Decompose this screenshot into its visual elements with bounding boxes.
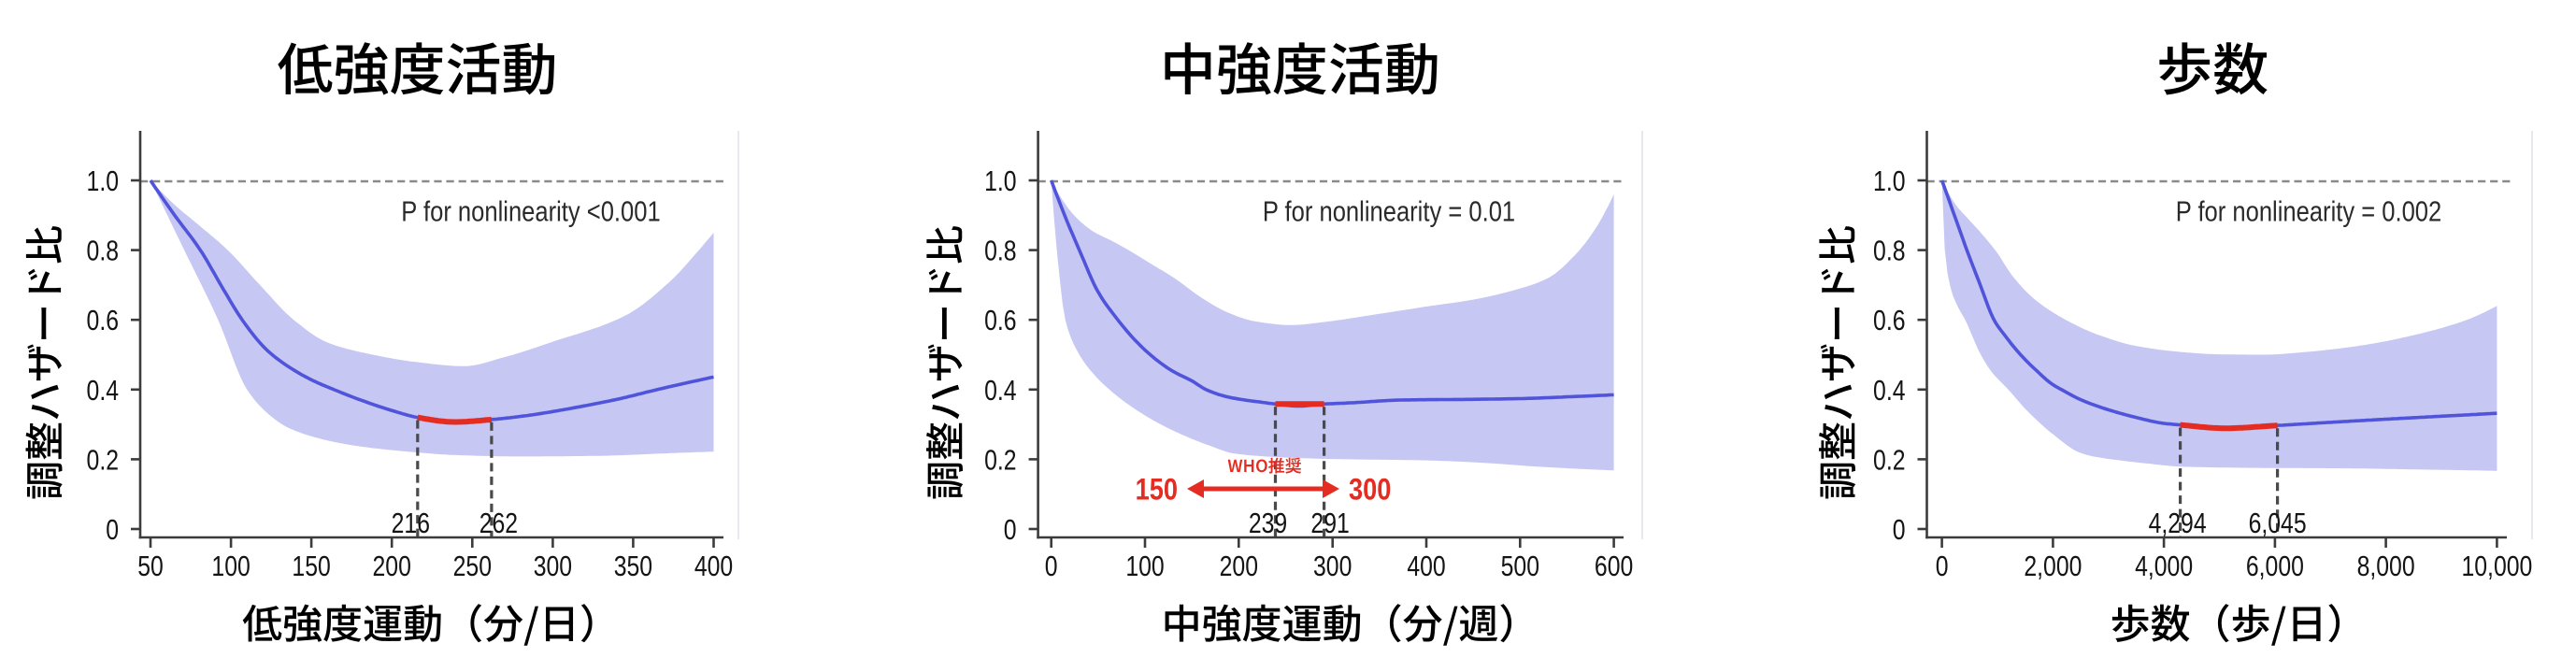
svg-text:2,000: 2,000 [2024,550,2082,581]
svg-text:262: 262 [479,507,518,538]
svg-text:250: 250 [453,550,492,581]
svg-text:P for nonlinearity = 0.002: P for nonlinearity = 0.002 [2176,195,2441,228]
svg-text:0.2: 0.2 [1873,444,1905,476]
svg-text:350: 350 [614,550,652,581]
svg-text:216: 216 [392,507,430,538]
svg-text:0.4: 0.4 [1873,374,1905,406]
svg-text:100: 100 [211,550,250,581]
svg-text:200: 200 [1220,550,1258,581]
svg-text:P for nonlinearity <0.001: P for nonlinearity <0.001 [401,195,660,228]
svg-text:0.8: 0.8 [1873,235,1905,266]
svg-text:0.4: 0.4 [87,374,119,406]
svg-text:300: 300 [1349,473,1391,507]
svg-text:0.2: 0.2 [984,444,1016,476]
svg-text:4,294: 4,294 [2149,507,2207,538]
svg-text:0.2: 0.2 [87,444,119,476]
svg-text:300: 300 [534,550,572,581]
svg-text:500: 500 [1501,550,1539,581]
svg-text:0: 0 [1045,550,1058,581]
svg-text:400: 400 [694,550,733,581]
svg-text:400: 400 [1407,550,1445,581]
svg-text:0: 0 [1893,513,1906,545]
svg-text:600: 600 [1595,550,1633,581]
svg-text:0: 0 [1004,513,1017,545]
svg-text:6,000: 6,000 [2246,550,2304,581]
svg-text:239: 239 [1249,507,1287,538]
svg-text:8,000: 8,000 [2357,550,2415,581]
svg-text:50: 50 [137,550,164,581]
svg-text:10,000: 10,000 [2461,550,2532,581]
svg-text:1.0: 1.0 [1873,164,1905,196]
svg-text:0.6: 0.6 [984,305,1016,336]
svg-text:200: 200 [373,550,411,581]
svg-text:0: 0 [106,513,119,545]
svg-text:150: 150 [1136,473,1178,507]
svg-text:0.6: 0.6 [87,305,119,336]
svg-text:0.8: 0.8 [984,235,1016,266]
svg-text:0: 0 [1936,550,1949,581]
svg-text:300: 300 [1313,550,1352,581]
svg-text:6,045: 6,045 [2249,507,2307,538]
svg-text:0.6: 0.6 [1873,305,1905,336]
svg-text:0.4: 0.4 [984,374,1016,406]
svg-text:1.0: 1.0 [984,164,1016,196]
svg-text:1.0: 1.0 [87,164,119,196]
svg-text:0.8: 0.8 [87,235,119,266]
svg-text:P for nonlinearity = 0.01: P for nonlinearity = 0.01 [1263,195,1515,228]
svg-text:291: 291 [1310,507,1349,538]
svg-text:150: 150 [292,550,330,581]
svg-text:100: 100 [1125,550,1164,581]
svg-text:4,000: 4,000 [2135,550,2193,581]
